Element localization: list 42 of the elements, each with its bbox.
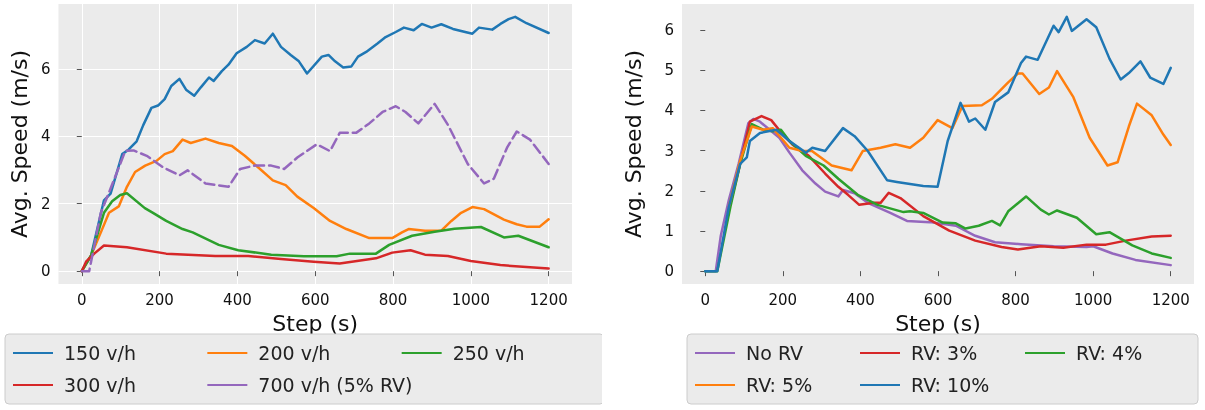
y-tick-label: 1 [664,221,674,240]
y-tick-label: 4 [40,127,51,146]
y-tick-label: 4 [664,101,674,120]
y-tick-label: 5 [664,61,674,80]
y-tick-label: 2 [40,194,51,213]
legend-label: RV: 5% [746,374,813,396]
x-tick-label: 0 [77,290,87,309]
x-tick-label: 200 [768,290,798,309]
legend-label: No RV [746,342,804,364]
line-series [80,244,550,273]
legend-label: 300 v/h [64,374,136,396]
y-tick-label: 0 [40,262,51,281]
x-axis-title: Step (s) [895,310,981,336]
y-tick-label: 2 [664,181,674,200]
x-tick-label: 400 [846,290,875,309]
legend-label: RV: 3% [911,342,978,364]
x-tick-label: 0 [700,290,711,309]
x-tick-label: 600 [300,290,330,309]
line-series [80,102,550,273]
legend-label: RV: 4% [1076,342,1143,364]
y-axis-title: Avg. Speed (m/s) [6,49,32,239]
y-tick-label: 6 [664,21,674,40]
x-tick-label: 1200 [529,290,568,309]
x-tick-label: 200 [145,290,174,309]
y-tick-label: 0 [664,262,674,281]
line-series [704,15,1172,273]
legend-label: RV: 10% [911,374,990,396]
legend-label: 200 v/h [258,342,331,364]
legend-label: 250 v/h [452,342,525,364]
x-tick-label: 1200 [1151,290,1190,309]
x-tick-label: 800 [378,290,408,309]
legend-label: 150 v/h [64,342,136,364]
y-tick-label: 6 [40,59,51,78]
x-tick-label: 1000 [451,290,490,309]
x-tick-label: 600 [923,290,953,309]
y-tick-label: 3 [664,141,674,160]
y-axis-title: Avg. Speed (m/s) [620,49,646,239]
x-axis-title: Step (s) [272,310,359,336]
x-tick-label: 800 [1001,290,1030,309]
legend-label: 700 v/h (5% RV) [258,374,413,396]
x-tick-label: 400 [223,290,252,309]
x-tick-label: 1000 [1074,290,1113,309]
